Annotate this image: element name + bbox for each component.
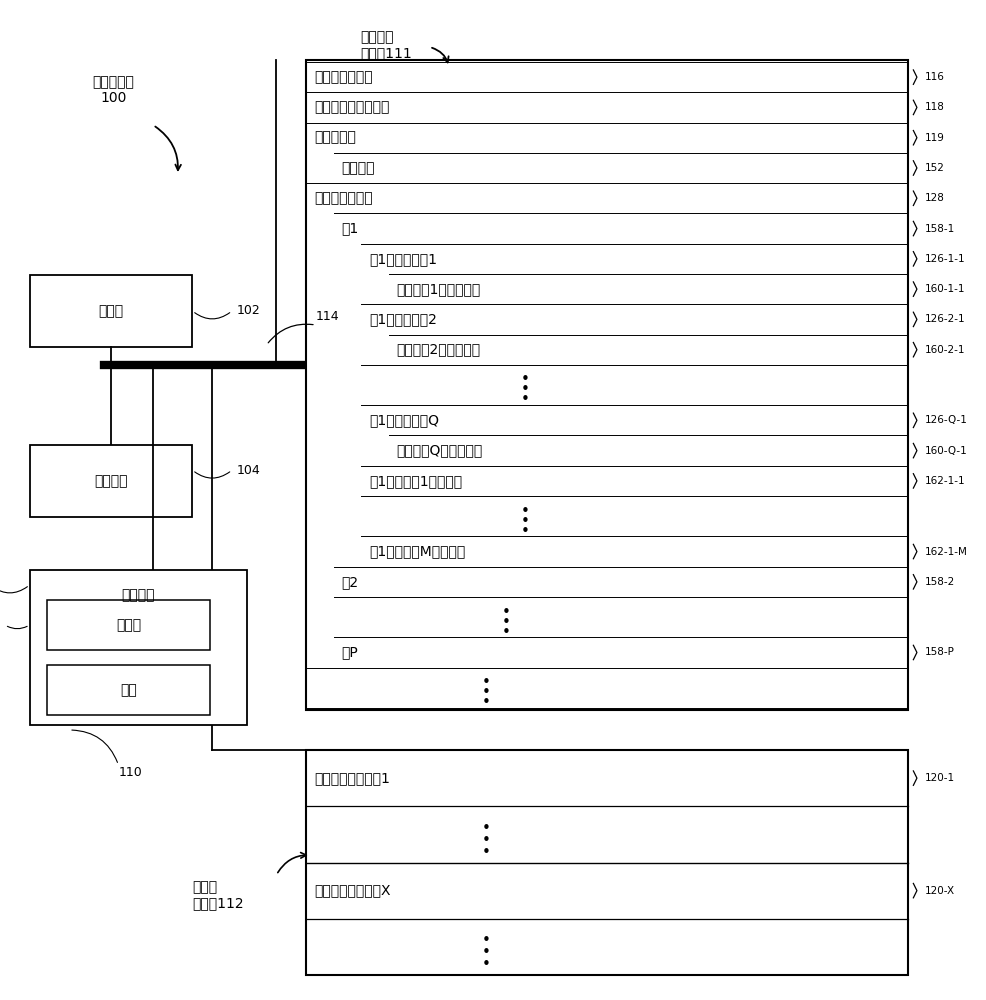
Text: •: • [482, 957, 490, 972]
Text: 158-1: 158-1 [924, 224, 954, 234]
Text: 用户接口: 用户接口 [121, 588, 155, 602]
Text: 160-2-1: 160-2-1 [924, 345, 964, 355]
Text: 可视化系统
100: 可视化系统 100 [93, 75, 134, 105]
Text: •: • [501, 625, 510, 640]
Text: 160-Q-1: 160-Q-1 [924, 446, 966, 456]
Text: 162-1-1: 162-1-1 [924, 476, 964, 486]
Text: 任选的网络通信模块: 任选的网络通信模块 [314, 100, 388, 114]
Text: •: • [482, 675, 490, 690]
Bar [47, 600, 210, 650]
Text: 处理核: 处理核 [99, 304, 123, 318]
Bar [306, 60, 907, 710]
Text: 126-2-1: 126-2-1 [924, 314, 964, 324]
Text: 聚类模块: 聚类模块 [341, 161, 375, 175]
Text: 簇2: 簇2 [341, 575, 358, 589]
Text: 簇1的探针斑点2: 簇1的探针斑点2 [369, 312, 437, 326]
Bar [30, 445, 192, 517]
Text: 离散属性值数据集1: 离散属性值数据集1 [314, 771, 389, 785]
Text: •: • [482, 695, 490, 710]
Text: 104: 104 [237, 464, 260, 477]
Text: •: • [521, 382, 529, 397]
Text: 108: 108 [0, 618, 2, 632]
Text: 簇1的探针斑点1: 簇1的探针斑点1 [369, 252, 437, 266]
Text: 126-1-1: 126-1-1 [924, 254, 964, 264]
Text: 116: 116 [924, 72, 944, 82]
Text: 离散属性值数据集X: 离散属性值数据集X [314, 884, 390, 898]
Bar [306, 750, 907, 975]
Text: •: • [482, 945, 490, 960]
Text: 158-2: 158-2 [924, 577, 954, 587]
Text: 簇1: 簇1 [341, 222, 358, 236]
Text: 126-Q-1: 126-Q-1 [924, 415, 966, 425]
Text: 经聚类的数据集: 经聚类的数据集 [314, 191, 372, 205]
Text: 非永久性
存储器111: 非永久性 存储器111 [360, 30, 411, 60]
Text: 簇1的基因座M的微分值: 簇1的基因座M的微分值 [369, 545, 465, 559]
Text: •: • [521, 514, 529, 529]
Text: 152: 152 [924, 163, 944, 173]
Text: •: • [482, 685, 490, 700]
Bar [30, 275, 192, 347]
Text: •: • [501, 605, 510, 620]
Text: •: • [482, 933, 490, 948]
Text: 永久性
存储器112: 永久性 存储器112 [192, 880, 244, 910]
Text: •: • [521, 392, 529, 407]
Text: 110: 110 [118, 766, 142, 780]
Text: •: • [501, 615, 510, 630]
Text: 119: 119 [924, 133, 944, 143]
Bar [30, 570, 246, 725]
Text: 任选的操作系统: 任选的操作系统 [314, 70, 372, 84]
Text: 128: 128 [924, 193, 944, 203]
Text: 162-1-M: 162-1-M [924, 547, 966, 557]
Text: 输入: 输入 [120, 683, 137, 697]
Text: 158-P: 158-P [924, 647, 953, 657]
Text: 探针斑点1的簇属性值: 探针斑点1的簇属性值 [396, 282, 480, 296]
Text: •: • [521, 524, 529, 539]
Text: •: • [482, 821, 490, 836]
Text: 114: 114 [316, 310, 339, 324]
Text: 簇1的探针斑点Q: 簇1的探针斑点Q [369, 413, 439, 427]
Text: 簇1的基因座1的微分值: 簇1的基因座1的微分值 [369, 474, 461, 488]
Text: 簇P: 簇P [341, 645, 358, 659]
Text: 网络接口: 网络接口 [95, 474, 127, 488]
Text: 120-X: 120-X [924, 886, 954, 896]
Text: •: • [521, 504, 529, 519]
Text: 可视化模块: 可视化模块 [314, 131, 355, 145]
Text: 探针斑点Q的簇属性值: 探针斑点Q的簇属性值 [396, 444, 482, 458]
Text: 120-1: 120-1 [924, 773, 954, 783]
Text: 探针斑点2的簇属性值: 探针斑点2的簇属性值 [396, 343, 480, 357]
Text: •: • [482, 833, 490, 848]
Text: •: • [521, 372, 529, 387]
Text: 118: 118 [924, 102, 944, 112]
Text: 160-1-1: 160-1-1 [924, 284, 964, 294]
Bar [47, 665, 210, 715]
Text: •: • [482, 845, 490, 860]
Text: 显示器: 显示器 [116, 618, 141, 632]
Text: 102: 102 [237, 304, 260, 318]
